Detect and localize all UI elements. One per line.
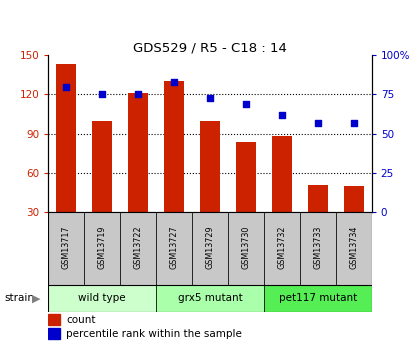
Bar	[84, 212, 120, 285]
Bar	[300, 212, 336, 285]
Point	[207, 95, 213, 100]
Text: GSM13732: GSM13732	[277, 225, 286, 269]
Bar	[236, 141, 256, 212]
Bar	[156, 285, 264, 312]
Text: GSM13734: GSM13734	[349, 225, 358, 269]
Bar	[272, 136, 292, 212]
Text: ▶: ▶	[32, 294, 40, 303]
Point	[243, 101, 249, 107]
Text: pet117 mutant: pet117 mutant	[279, 294, 357, 303]
Bar	[164, 81, 184, 212]
Bar	[48, 328, 60, 339]
Text: percentile rank within the sample: percentile rank within the sample	[66, 329, 242, 339]
Text: grx5 mutant: grx5 mutant	[178, 294, 242, 303]
Point	[278, 112, 285, 118]
Point	[63, 84, 70, 89]
Point	[350, 120, 357, 126]
Point	[171, 79, 177, 85]
Point	[99, 92, 105, 97]
Bar	[48, 212, 84, 285]
Bar	[128, 93, 148, 212]
Bar	[336, 212, 372, 285]
Bar	[344, 186, 364, 212]
Bar	[200, 121, 220, 212]
Text: GSM13717: GSM13717	[62, 225, 71, 269]
Bar	[264, 212, 300, 285]
Text: strain: strain	[4, 294, 34, 303]
Text: GSM13733: GSM13733	[313, 225, 322, 269]
Text: GSM13719: GSM13719	[98, 225, 107, 269]
Point	[135, 92, 142, 97]
Bar	[308, 185, 328, 212]
Text: wild type: wild type	[79, 294, 126, 303]
Text: count: count	[66, 315, 96, 325]
Text: GSM13730: GSM13730	[241, 225, 250, 269]
Bar	[120, 212, 156, 285]
Text: GSM13729: GSM13729	[205, 225, 215, 269]
Bar	[48, 314, 60, 325]
Point	[315, 120, 321, 126]
Text: GSM13722: GSM13722	[134, 225, 143, 269]
Title: GDS529 / R5 - C18 : 14: GDS529 / R5 - C18 : 14	[133, 41, 287, 54]
Bar	[48, 285, 156, 312]
Bar	[92, 121, 112, 212]
Bar	[228, 212, 264, 285]
Text: GSM13727: GSM13727	[170, 225, 178, 269]
Bar	[192, 212, 228, 285]
Bar	[156, 212, 192, 285]
Bar	[264, 285, 372, 312]
Bar	[56, 65, 76, 212]
